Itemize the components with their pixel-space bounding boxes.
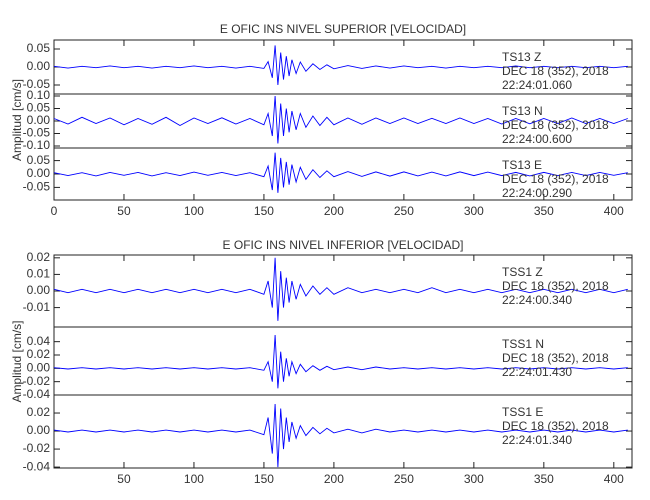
x-tick-label: 200 (324, 472, 344, 486)
chart-title: E OFIC INS NIVEL SUPERIOR [VELOCIDAD] (220, 22, 466, 36)
y-tick-label: -0.05 (23, 126, 51, 140)
trace-label: 22:24:01.060 (502, 78, 572, 92)
y-tick-label: 0.00 (27, 59, 51, 73)
x-tick-label: 250 (394, 204, 414, 218)
trace-label: TSS1 E (502, 405, 543, 419)
x-tick-label: 400 (604, 204, 624, 218)
trace-label: 22:24:00.600 (502, 132, 572, 146)
trace-label: 22:24:01.340 (502, 433, 572, 447)
trace-label: DEC 18 (352), 2018 (502, 419, 609, 433)
x-tick-label: 100 (184, 472, 204, 486)
trace (53, 45, 628, 86)
x-tick-label: 350 (534, 204, 554, 218)
y-tick-label: 0.00 (27, 361, 51, 375)
x-tick-label: 400 (604, 472, 624, 486)
y-tick-label: 0.05 (27, 101, 51, 115)
trace (53, 152, 628, 193)
y-tick-label: -0.02 (23, 374, 51, 388)
y-tick-label: 0.02 (27, 347, 51, 361)
chart-title: E OFIC INS NIVEL INFERIOR [VELOCIDAD] (223, 238, 464, 252)
y-tick-label: -0.04 (23, 387, 51, 401)
trace (53, 403, 628, 468)
y-tick-label: -0.05 (23, 180, 51, 194)
y-tick-label: -0.10 (23, 138, 51, 152)
trace-label: TS13 N (502, 104, 543, 118)
trace (53, 334, 628, 389)
x-tick-label: 50 (117, 204, 131, 218)
y-tick-label: 0.05 (27, 153, 51, 167)
trace (53, 95, 628, 144)
x-tick-label: 200 (324, 204, 344, 218)
y-axis-label: Amplitud [cm/s] (10, 79, 24, 161)
y-tick-label: 0.05 (27, 41, 51, 55)
y-tick-label: -0.02 (23, 441, 51, 455)
trace-label: TS13 Z (502, 50, 541, 64)
trace-label: DEC 18 (352), 2018 (502, 279, 609, 293)
x-tick-label: 100 (184, 204, 204, 218)
y-tick-label: 0.01 (27, 267, 51, 281)
y-axis-label: Amplitud [cm/s] (10, 320, 24, 402)
trace-label: DEC 18 (352), 2018 (502, 118, 609, 132)
y-tick-label: 0.02 (27, 250, 51, 264)
y-tick-label: 0.00 (27, 166, 51, 180)
trace-label: DEC 18 (352), 2018 (502, 351, 609, 365)
y-tick-label: 0.10 (27, 88, 51, 102)
trace-label: 22:24:00.340 (502, 293, 572, 307)
y-tick-label: -0.04 (23, 459, 51, 473)
x-tick-label: 250 (394, 472, 414, 486)
x-tick-label: 150 (254, 472, 274, 486)
trace-label: 22:24:00.290 (502, 186, 572, 200)
x-tick-label: 350 (534, 472, 554, 486)
trace-label: DEC 18 (352), 2018 (502, 172, 609, 186)
y-tick-label: 0.00 (27, 113, 51, 127)
x-tick-label: 300 (464, 472, 484, 486)
y-tick-label: -0.01 (23, 300, 51, 314)
trace (53, 257, 628, 321)
trace-label: TSS1 Z (502, 265, 543, 279)
trace-label: TSS1 N (502, 337, 544, 351)
y-tick-label: -0.05 (23, 77, 51, 91)
y-tick-label: 0.04 (27, 334, 51, 348)
trace-label: DEC 18 (352), 2018 (502, 64, 609, 78)
y-tick-label: 0.00 (27, 283, 51, 297)
y-tick-label: 0.00 (27, 423, 51, 437)
y-tick-label: 0.02 (27, 405, 51, 419)
trace-label: TS13 E (502, 158, 542, 172)
trace-label: 22:24:01.430 (502, 365, 572, 379)
x-tick-label: 150 (254, 204, 274, 218)
x-tick-label: 300 (464, 204, 484, 218)
x-tick-label: 0 (51, 204, 58, 218)
x-tick-label: 50 (117, 472, 131, 486)
